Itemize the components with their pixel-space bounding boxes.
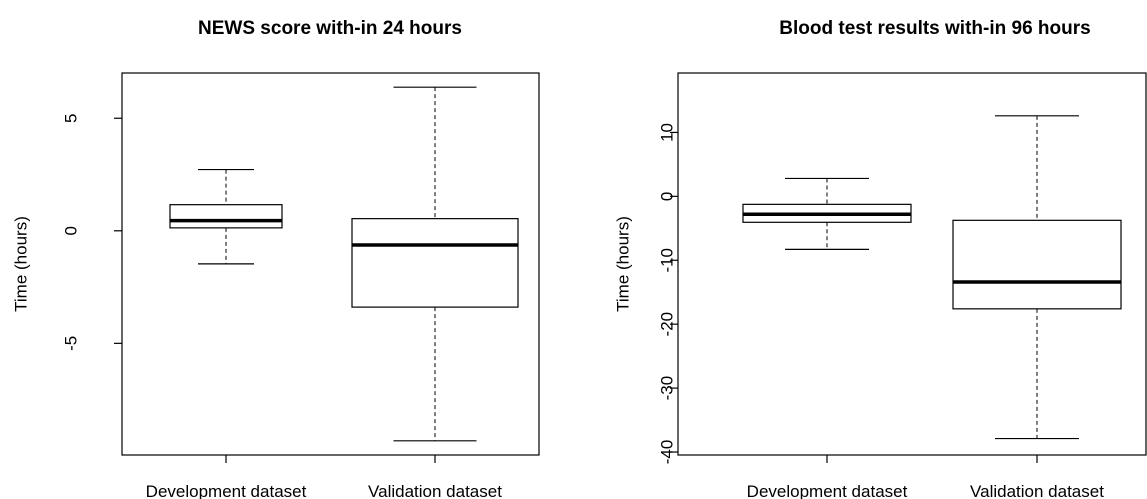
y-tick-label: -40: [657, 440, 676, 465]
plot-frame: [677, 72, 1147, 456]
y-axis-label: Time (hours): [11, 216, 30, 312]
plot-frame: [121, 72, 540, 456]
x-tick-label: Validation dataset: [368, 482, 502, 499]
y-axis-label: Time (hours): [613, 216, 632, 312]
chart-title: NEWS score with-in 24 hours: [198, 18, 462, 39]
x-tick-label: Validation dataset: [970, 482, 1104, 499]
y-tick-label: -10: [657, 248, 676, 273]
y-tick-label: 10: [657, 123, 676, 142]
y-tick-label: -5: [61, 336, 80, 351]
x-tick-label: Development dataset: [146, 482, 307, 499]
y-tick-label: -20: [657, 312, 676, 337]
box: [952, 219, 1122, 310]
chart-title: Blood test results with-in 96 hours: [779, 18, 1090, 39]
y-tick-label: 0: [657, 192, 676, 201]
x-tick-label: Development dataset: [747, 482, 908, 499]
y-tick-label: -30: [657, 376, 676, 401]
y-tick-label: 5: [61, 114, 80, 123]
box: [169, 204, 283, 229]
box: [351, 218, 519, 308]
y-tick-label: 0: [61, 226, 80, 235]
